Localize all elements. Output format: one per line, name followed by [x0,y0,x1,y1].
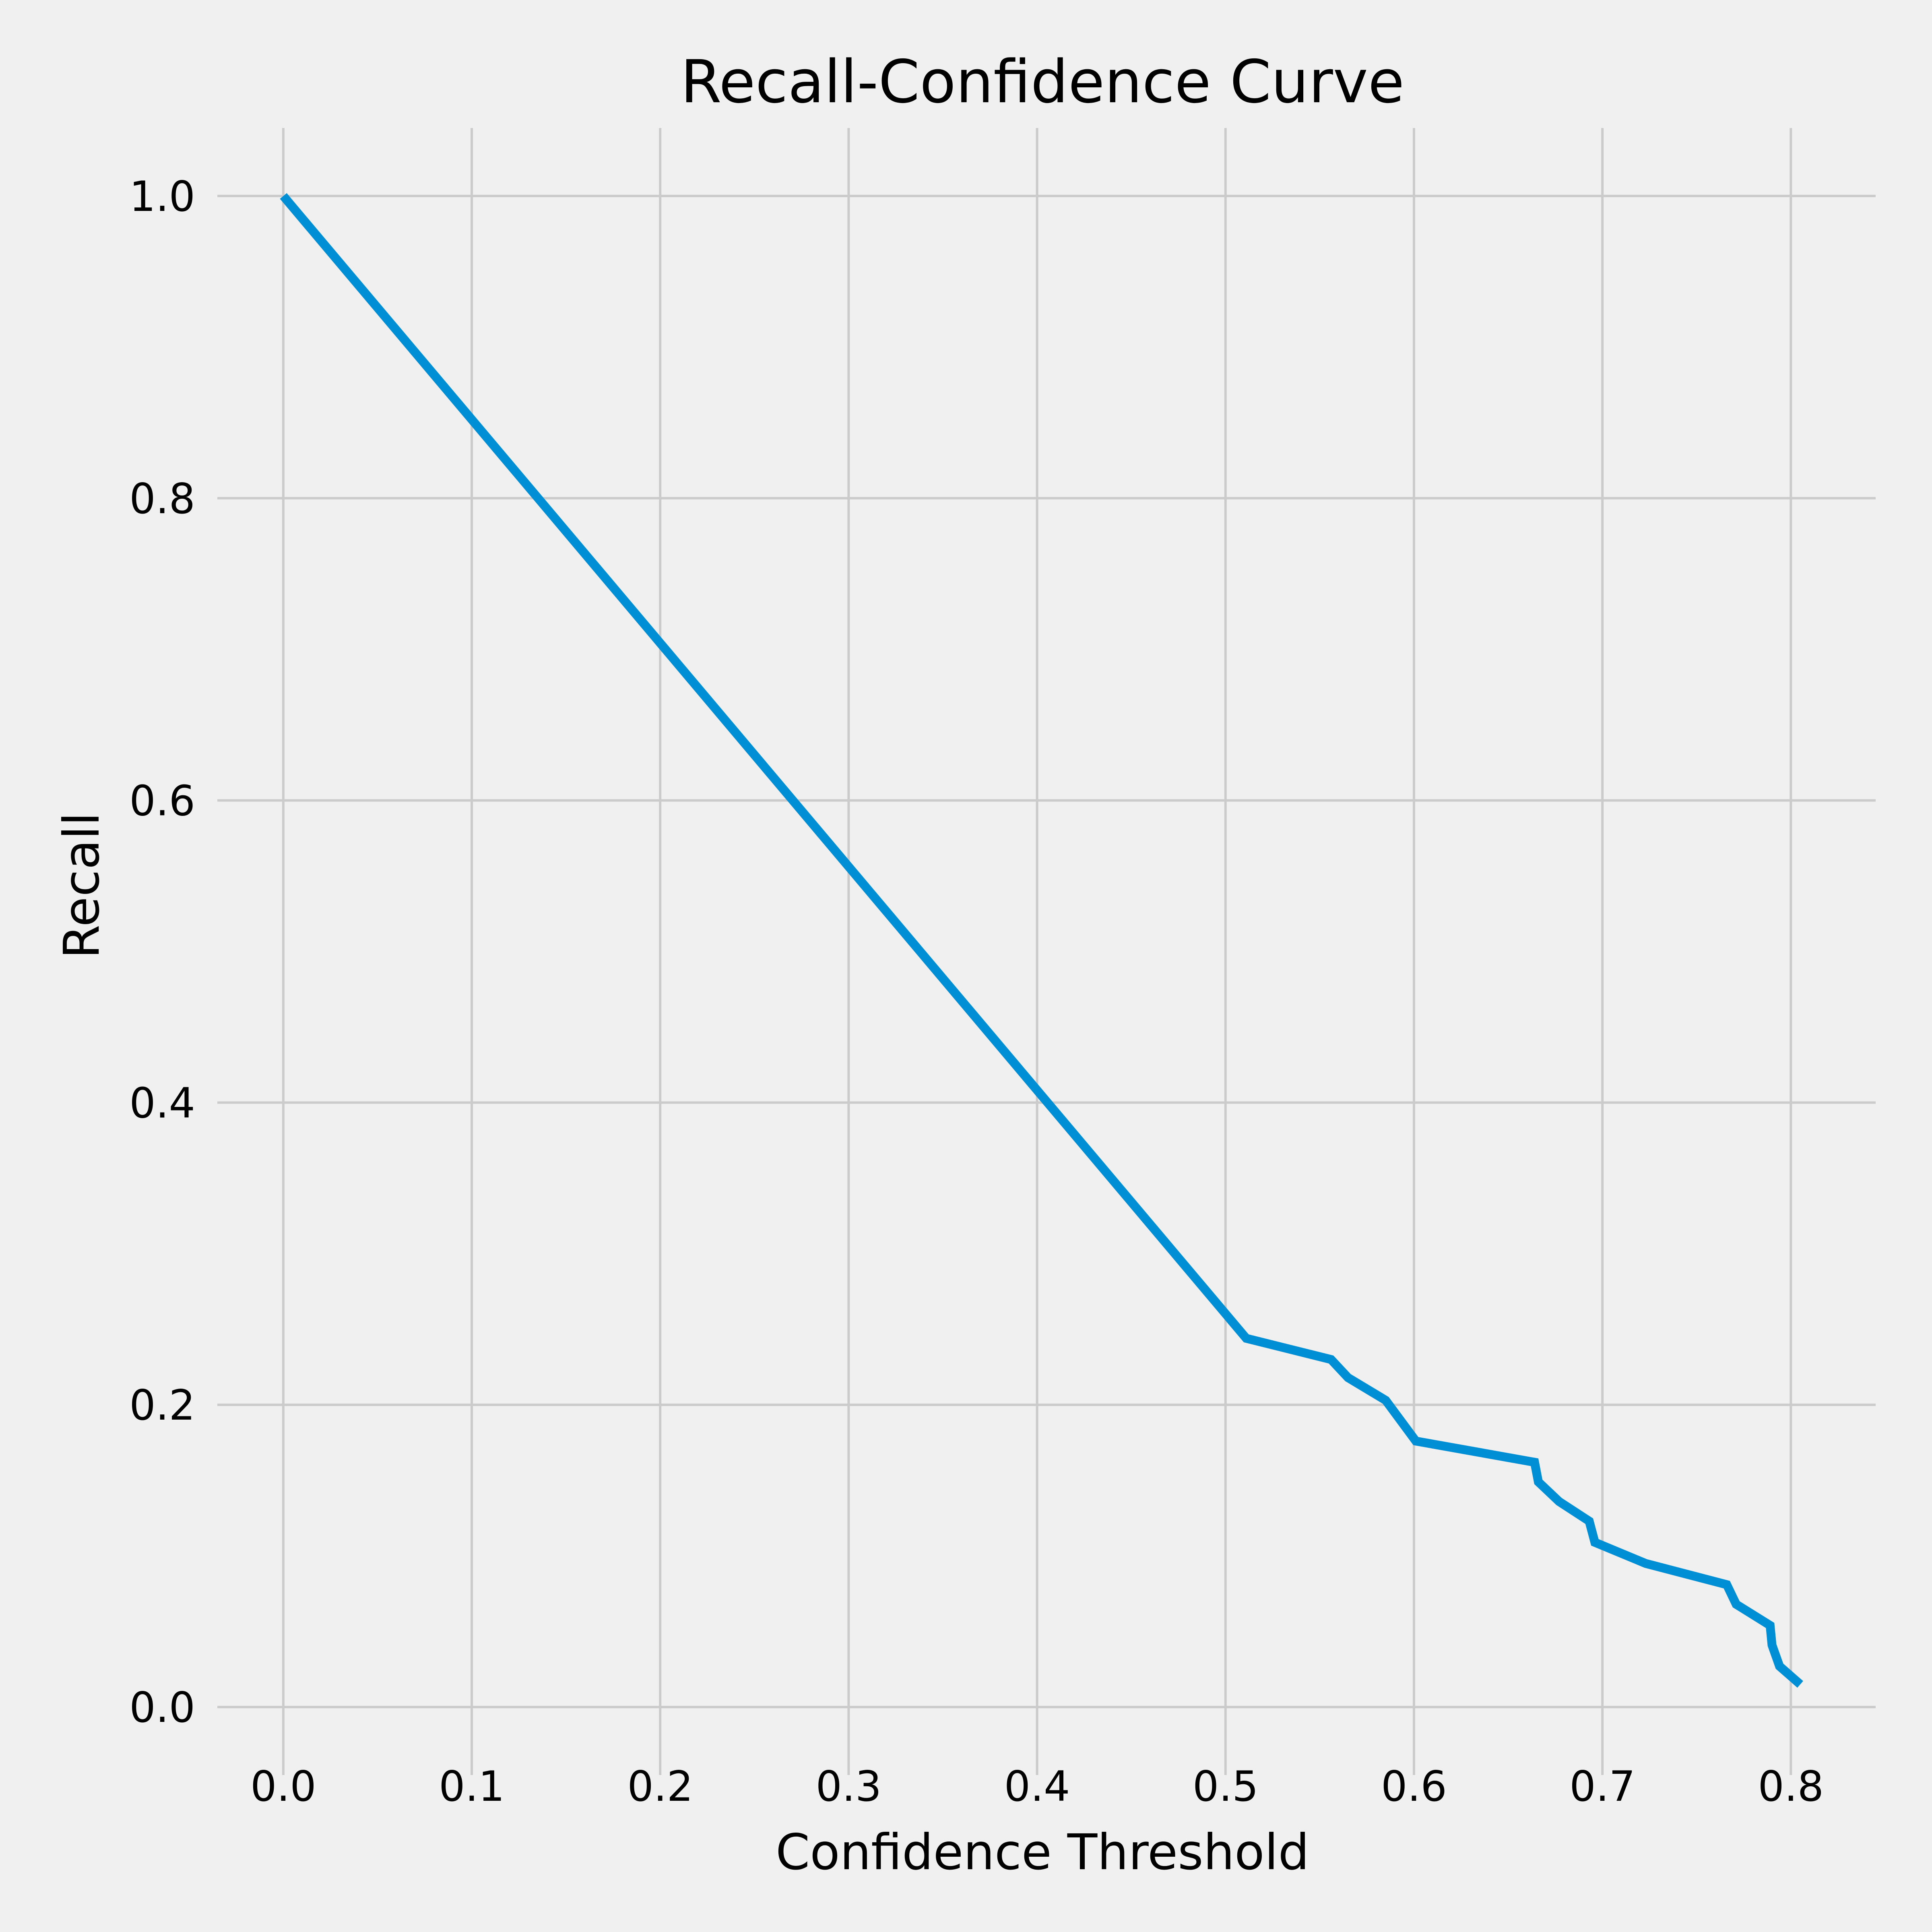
y-tick-label: 0.0 [129,1684,195,1732]
x-tick-label: 0.5 [1193,1763,1259,1811]
x-tick-label: 0.1 [439,1763,505,1811]
y-axis-label: Recall [53,812,110,959]
series-layer [280,193,1803,1688]
y-tick-label: 0.8 [129,475,195,523]
chart-title: Recall-Confidence Curve [681,47,1405,116]
x-tick-label: 0.4 [1004,1763,1070,1811]
y-tick-label: 0.2 [129,1381,195,1430]
y-tick-label: 0.6 [129,777,195,826]
tick-labels: 0.0 0.1 0.2 0.3 0.4 0.5 0.6 0.7 0.8 0.0 0.2 0.4 0.6 0… [129,173,1824,1811]
x-tick-label: 0.6 [1381,1763,1447,1811]
grid [217,128,1876,1775]
x-tick-label: 0.8 [1758,1763,1824,1811]
x-axis-label: Confidence Threshold [776,1824,1309,1881]
x-tick-label: 0.7 [1569,1763,1635,1811]
x-tick-label: 0.3 [816,1763,882,1811]
x-tick-label: 0.2 [627,1763,693,1811]
y-tick-label: 1.0 [129,173,195,221]
y-tick-label: 0.4 [129,1079,195,1127]
recall-series-line [280,193,1803,1688]
x-tick-label: 0.0 [250,1763,316,1811]
